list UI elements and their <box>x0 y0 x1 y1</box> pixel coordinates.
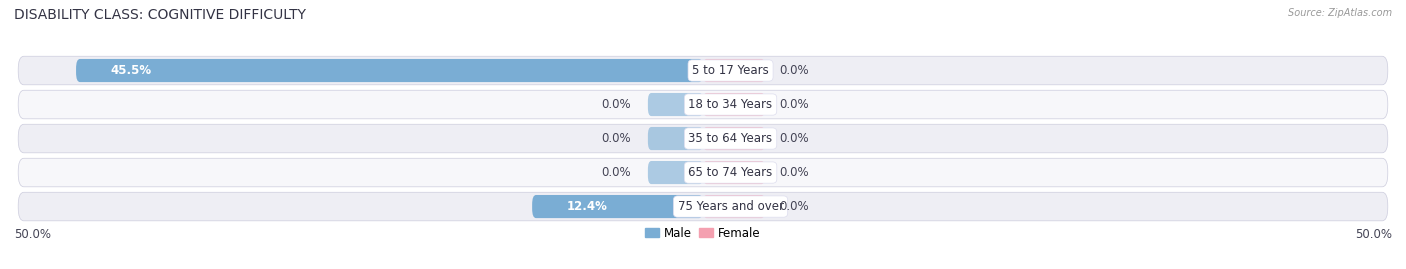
Text: 35 to 64 Years: 35 to 64 Years <box>689 132 773 145</box>
FancyBboxPatch shape <box>703 127 765 150</box>
FancyBboxPatch shape <box>648 161 703 184</box>
Text: Source: ZipAtlas.com: Source: ZipAtlas.com <box>1288 8 1392 18</box>
Text: 0.0%: 0.0% <box>779 132 808 145</box>
Text: 5 to 17 Years: 5 to 17 Years <box>692 64 769 77</box>
FancyBboxPatch shape <box>18 192 1388 221</box>
FancyBboxPatch shape <box>76 59 703 82</box>
FancyBboxPatch shape <box>531 195 703 218</box>
FancyBboxPatch shape <box>18 124 1388 153</box>
Text: 0.0%: 0.0% <box>602 98 631 111</box>
FancyBboxPatch shape <box>18 90 1388 119</box>
Text: 50.0%: 50.0% <box>14 228 51 241</box>
Text: 0.0%: 0.0% <box>602 132 631 145</box>
Text: 0.0%: 0.0% <box>779 200 808 213</box>
Text: 0.0%: 0.0% <box>602 166 631 179</box>
Text: 75 Years and over: 75 Years and over <box>678 200 783 213</box>
FancyBboxPatch shape <box>703 161 765 184</box>
Text: 50.0%: 50.0% <box>1355 228 1392 241</box>
Text: 12.4%: 12.4% <box>567 200 607 213</box>
Text: 0.0%: 0.0% <box>779 98 808 111</box>
FancyBboxPatch shape <box>703 59 765 82</box>
Text: 0.0%: 0.0% <box>779 64 808 77</box>
FancyBboxPatch shape <box>703 93 765 116</box>
Text: 18 to 34 Years: 18 to 34 Years <box>689 98 773 111</box>
Legend: Male, Female: Male, Female <box>641 222 765 244</box>
Text: 45.5%: 45.5% <box>111 64 152 77</box>
FancyBboxPatch shape <box>18 158 1388 187</box>
Text: DISABILITY CLASS: COGNITIVE DIFFICULTY: DISABILITY CLASS: COGNITIVE DIFFICULTY <box>14 8 307 22</box>
FancyBboxPatch shape <box>648 127 703 150</box>
FancyBboxPatch shape <box>648 93 703 116</box>
FancyBboxPatch shape <box>18 56 1388 85</box>
Text: 65 to 74 Years: 65 to 74 Years <box>689 166 773 179</box>
FancyBboxPatch shape <box>703 195 765 218</box>
Text: 0.0%: 0.0% <box>779 166 808 179</box>
